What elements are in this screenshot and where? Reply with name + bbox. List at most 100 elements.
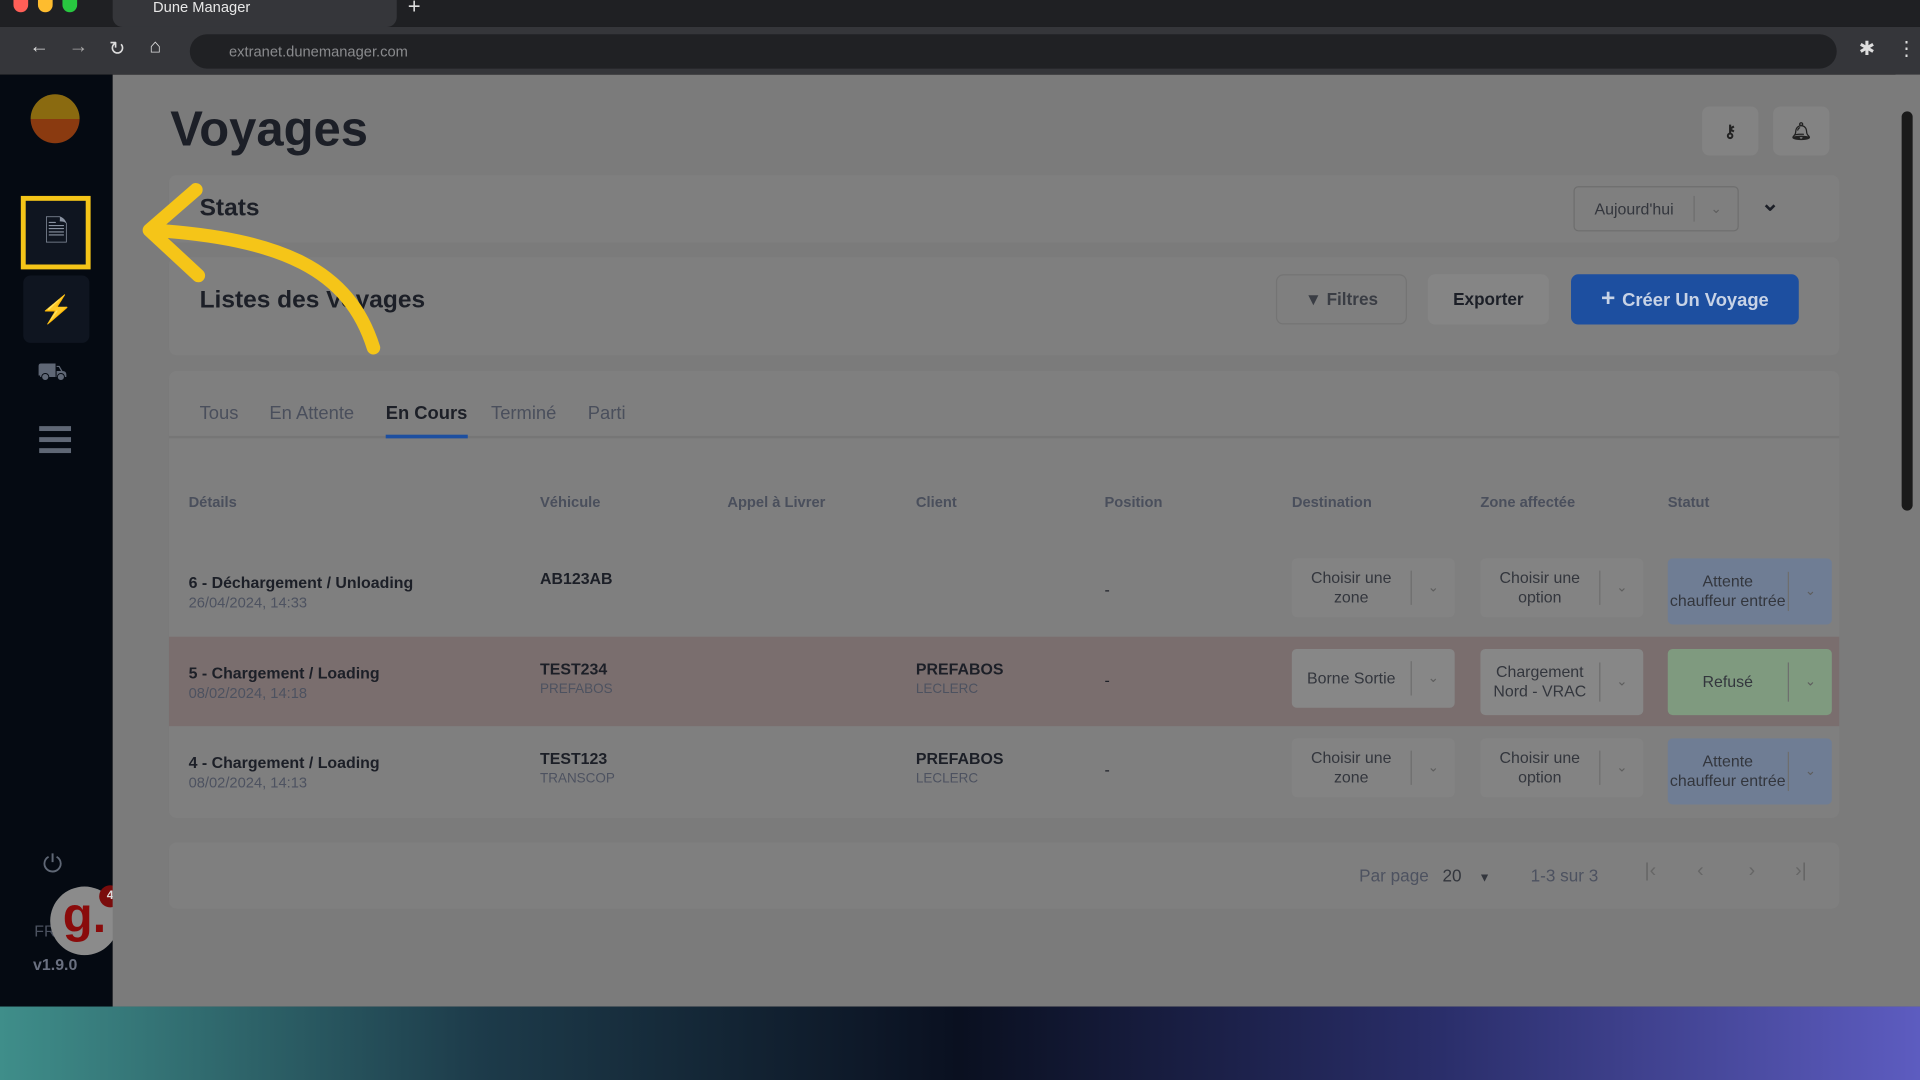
client-sub: LECLERC — [915, 771, 979, 787]
home-icon[interactable]: ⌂ — [149, 36, 162, 58]
tab-en-cours[interactable]: En Cours — [385, 403, 468, 439]
per-page-value: 20 — [1442, 865, 1462, 886]
reload-icon[interactable]: ↻ — [108, 39, 126, 61]
column-header: Position — [1104, 493, 1163, 511]
truck-icon: ⛟ — [36, 358, 68, 386]
vehicle-plate: TEST123 — [540, 749, 608, 768]
column-header: Véhicule — [540, 493, 601, 511]
zone-select[interactable]: Choisir une option ⌄ — [1480, 738, 1644, 798]
column-header: Appel à Livrer — [727, 493, 826, 511]
minimize-window-button[interactable] — [37, 0, 53, 13]
status-select[interactable]: Attente chauffeur entrée ⌄ — [1667, 738, 1832, 805]
period-value: Aujourd'hui — [1594, 198, 1674, 218]
position-value: - — [1104, 671, 1110, 690]
forward-icon[interactable]: → — [68, 36, 89, 58]
notifications-button[interactable]: 🔔︎ — [1773, 106, 1830, 156]
first-page-icon[interactable]: |‹ — [1644, 860, 1657, 882]
create-label: Créer Un Voyage — [1622, 290, 1769, 312]
sidebar-item-lightning[interactable]: ⚡ — [23, 275, 90, 343]
url-text: extranet.dunemanager.com — [228, 42, 408, 61]
last-page-icon[interactable]: ›| — [1795, 860, 1807, 882]
status-select[interactable]: Attente chauffeur entrée ⌄ — [1667, 558, 1832, 625]
status-value: Refusé — [1702, 672, 1753, 691]
period-select[interactable]: Aujourd'hui ⌄ — [1573, 186, 1739, 232]
column-header: Client — [915, 493, 957, 511]
per-page-select[interactable]: 20 ▼ — [1442, 866, 1490, 886]
destination-select[interactable]: Choisir une zone ⌄ — [1291, 558, 1455, 618]
tab-termine[interactable]: Terminé — [491, 402, 557, 424]
create-voyage-button[interactable]: + Créer Un Voyage — [1571, 274, 1799, 325]
export-button[interactable]: Exporter — [1427, 274, 1549, 325]
destination-select[interactable]: Choisir une zone ⌄ — [1291, 738, 1455, 798]
logout-power-icon[interactable]: ⏻ — [42, 851, 63, 878]
chevron-down-icon: ⌄ — [1693, 195, 1737, 222]
document-icon: 🗎 — [44, 215, 69, 249]
browser-tab[interactable]: Dune Manager — [112, 0, 397, 27]
column-header: Destination — [1291, 493, 1372, 511]
app-logo — [30, 94, 80, 144]
destination-select[interactable]: Borne Sortie ⌄ — [1291, 648, 1455, 708]
highlight-box — [20, 195, 91, 270]
stats-title: Stats — [199, 194, 260, 222]
vehicle-company: PREFABOS — [540, 682, 613, 697]
per-page-label: Par page — [1359, 865, 1429, 886]
destination-value: Choisir une zone — [1310, 568, 1392, 607]
vehicle-plate: AB123AB — [540, 569, 613, 588]
tab-parti[interactable]: Parti — [587, 402, 626, 424]
next-page-icon[interactable]: › — [1748, 860, 1756, 882]
app-version: v1.9.0 — [33, 955, 78, 974]
extensions-icon[interactable]: ✱ — [1858, 39, 1876, 61]
tab-tous[interactable]: Tous — [199, 402, 239, 424]
filters-button[interactable]: ▼ Filtres — [1275, 274, 1407, 325]
status-value: Attente chauffeur entrée — [1669, 571, 1786, 610]
zone-select[interactable]: Choisir une option ⌄ — [1480, 558, 1644, 618]
chevron-down-icon: ⌄ — [1787, 662, 1832, 702]
vehicle-company: TRANSCOP — [540, 771, 615, 787]
list-header-panel — [168, 257, 1840, 356]
position-value: - — [1104, 580, 1110, 599]
previous-page-icon[interactable]: ‹ — [1697, 860, 1704, 882]
browser-menu-icon[interactable]: ⋮ — [1896, 39, 1917, 61]
position-value: - — [1104, 760, 1110, 779]
scrollbar-thumb[interactable] — [1901, 111, 1913, 511]
client-name: PREFABOS — [915, 749, 1004, 768]
tabs-divider — [168, 435, 1840, 439]
chevron-down-icon: ⌄ — [1410, 660, 1455, 696]
sidebar-item-trucks[interactable]: ⛟ — [37, 359, 68, 390]
maximize-window-button[interactable] — [62, 0, 78, 13]
trip-title[interactable]: 6 - Déchargement / Unloading — [188, 573, 414, 592]
sidebar-item-voyages[interactable]: 🗎 — [23, 197, 90, 269]
lightning-icon: ⚡ — [39, 293, 74, 325]
trip-title[interactable]: 5 - Chargement / Loading — [188, 663, 380, 683]
list-icon — [39, 437, 72, 443]
column-header: Détails — [188, 493, 237, 511]
stats-panel — [168, 175, 1840, 243]
back-icon[interactable]: ← — [29, 36, 49, 58]
status-value: Attente chauffeur entrée — [1669, 751, 1786, 790]
desktop-background — [0, 1006, 1920, 1080]
trip-title[interactable]: 4 - Chargement / Loading — [188, 753, 380, 772]
key-button[interactable]: ⚷ — [1702, 106, 1759, 156]
tab-en-attente[interactable]: En Attente — [269, 402, 355, 424]
browser-tab-bar: Dune Manager + — [0, 0, 1920, 27]
page-scrollbar[interactable] — [1895, 74, 1920, 1007]
stats-expand-chevron-icon[interactable]: ⌄ — [1760, 191, 1780, 216]
bell-icon: 🔔︎ — [1790, 121, 1813, 141]
client-sub: LECLERC — [915, 682, 979, 697]
plus-icon: + — [1601, 285, 1623, 313]
page-title: Voyages — [170, 102, 369, 157]
chevron-down-icon: ⌄ — [1410, 570, 1455, 606]
zone-select[interactable]: Chargement Nord - VRAC ⌄ — [1480, 648, 1644, 716]
address-bar[interactable]: extranet.dunemanager.com — [189, 34, 1837, 69]
zone-value: Choisir une option — [1499, 568, 1581, 607]
sidebar-item-list[interactable] — [39, 426, 72, 454]
close-window-button[interactable] — [13, 0, 29, 13]
destination-value: Choisir une zone — [1310, 748, 1392, 787]
new-tab-button[interactable]: + — [407, 0, 421, 19]
trip-date: 08/02/2024, 14:13 — [188, 773, 308, 792]
filters-label: Filtres — [1326, 288, 1379, 309]
key-icon: ⚷ — [1723, 121, 1737, 141]
zone-value: Chargement Nord - VRAC — [1493, 662, 1587, 701]
status-select[interactable]: Refusé ⌄ — [1667, 648, 1832, 716]
